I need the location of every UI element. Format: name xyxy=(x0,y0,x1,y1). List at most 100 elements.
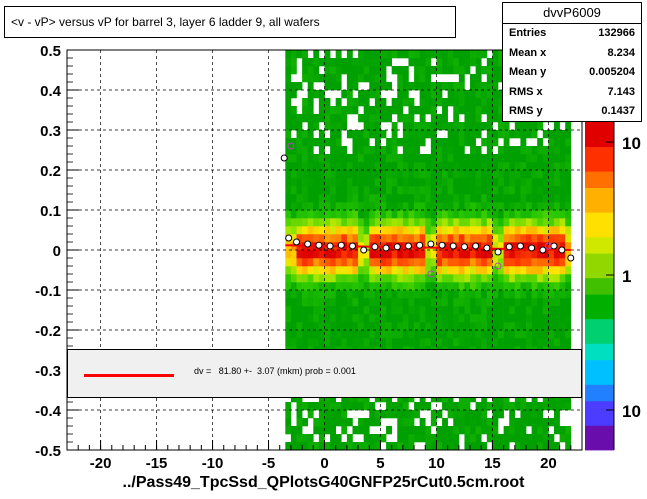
heatmap-cell xyxy=(290,106,297,115)
heatmap-cell xyxy=(374,442,381,451)
heatmap-cell xyxy=(559,330,566,339)
stats-row-rms-x: RMS x 7.143 xyxy=(503,83,641,103)
heatmap-cell xyxy=(526,266,532,275)
heatmap-cell xyxy=(514,442,521,451)
heatmap-cell xyxy=(313,306,320,315)
heatmap-cell xyxy=(330,154,336,163)
heatmap-cell xyxy=(341,298,348,307)
heatmap-cell xyxy=(492,266,499,275)
heatmap-cell xyxy=(492,154,499,163)
heatmap-cell xyxy=(481,218,488,227)
heatmap-cell xyxy=(380,298,387,307)
heatmap-cell xyxy=(397,74,404,83)
palette-cell xyxy=(585,154,614,164)
heatmap-cell xyxy=(531,218,538,227)
heatmap-cell xyxy=(486,418,493,427)
heatmap-cell xyxy=(481,266,488,275)
heatmap-cell xyxy=(318,274,325,283)
heatmap-cell xyxy=(514,418,521,427)
stats-row-mean-y: Mean y 0.005204 xyxy=(503,63,641,83)
heatmap-cell xyxy=(526,314,532,323)
heatmap-cell xyxy=(475,50,482,59)
heatmap-cell xyxy=(285,106,292,115)
heatmap-cell xyxy=(313,74,320,83)
heatmap-cell xyxy=(318,154,325,163)
heatmap-cell xyxy=(391,250,398,259)
heatmap-cell xyxy=(464,266,471,275)
heatmap-cell xyxy=(352,170,359,179)
heatmap-cell xyxy=(425,290,432,299)
heatmap-cell xyxy=(537,234,544,243)
heatmap-cell xyxy=(514,186,521,195)
heatmap-cell xyxy=(302,274,309,283)
heatmap-cell xyxy=(374,338,381,347)
heatmap-cell xyxy=(290,314,297,323)
heatmap-cell xyxy=(464,282,471,291)
heatmap-cell xyxy=(313,322,320,331)
heatmap-cell xyxy=(526,186,532,195)
stats-row-mean-x: Mean x 8.234 xyxy=(503,44,641,64)
heatmap-cell xyxy=(285,266,292,275)
heatmap-cell xyxy=(503,210,510,219)
heatmap-cell xyxy=(554,442,560,451)
heatmap-cell xyxy=(492,66,499,75)
heatmap-cell xyxy=(391,146,398,155)
heatmap-cell xyxy=(470,218,476,227)
heatmap-cell xyxy=(436,122,443,131)
heatmap-cell xyxy=(369,154,376,163)
heatmap-cell xyxy=(436,82,443,91)
heatmap-cell xyxy=(470,106,476,115)
heatmap-cell xyxy=(408,338,415,347)
heatmap-cell xyxy=(352,306,359,315)
heatmap-cell xyxy=(481,298,488,307)
heatmap-cell xyxy=(313,186,320,195)
heatmap-cell xyxy=(559,282,566,291)
heatmap-cell xyxy=(498,146,504,155)
heatmap-cell xyxy=(358,266,364,275)
heatmap-cell xyxy=(397,194,404,203)
heatmap-cell xyxy=(475,202,482,211)
heatmap-cell xyxy=(425,98,432,107)
palette-cell xyxy=(585,417,614,426)
heatmap-cell xyxy=(380,114,387,123)
heatmap-cell xyxy=(402,234,409,243)
heatmap-cell xyxy=(397,162,404,171)
heatmap-cell xyxy=(363,130,370,139)
x-tick-label: 15 xyxy=(484,455,501,472)
heatmap-cell xyxy=(537,138,544,147)
heatmap-cell xyxy=(554,290,560,299)
heatmap-cell xyxy=(414,258,420,267)
heatmap-cell xyxy=(520,202,527,211)
heatmap-cell xyxy=(408,186,415,195)
heatmap-cell xyxy=(430,314,437,323)
heatmap-cell xyxy=(492,298,499,307)
heatmap-cell xyxy=(341,234,348,243)
palette-cell xyxy=(585,130,614,139)
heatmap-cell xyxy=(363,434,370,443)
heatmap-cell xyxy=(458,106,465,115)
heatmap-cell xyxy=(464,194,471,203)
heatmap-cell xyxy=(363,114,370,123)
heatmap-cell xyxy=(559,290,566,299)
heatmap-cell xyxy=(453,418,460,427)
heatmap-cell xyxy=(542,210,549,219)
heatmap-cell xyxy=(358,186,364,195)
heatmap-cell xyxy=(408,226,415,235)
heatmap-cell xyxy=(565,322,572,331)
heatmap-cell xyxy=(414,202,420,211)
heatmap-cell xyxy=(458,306,465,315)
heatmap-cell xyxy=(363,66,370,75)
heatmap-cell xyxy=(307,210,314,219)
heatmap-cell xyxy=(430,162,437,171)
heatmap-cell xyxy=(531,122,538,131)
heatmap-cell xyxy=(290,82,297,91)
heatmap-cell xyxy=(302,266,309,275)
heatmap-cell xyxy=(492,322,499,331)
heatmap-cell xyxy=(526,298,532,307)
heatmap-cell xyxy=(414,218,420,227)
heatmap-cell xyxy=(565,258,572,267)
heatmap-cell xyxy=(296,410,303,419)
heatmap-cell xyxy=(486,298,493,307)
heatmap-cell xyxy=(486,82,493,91)
